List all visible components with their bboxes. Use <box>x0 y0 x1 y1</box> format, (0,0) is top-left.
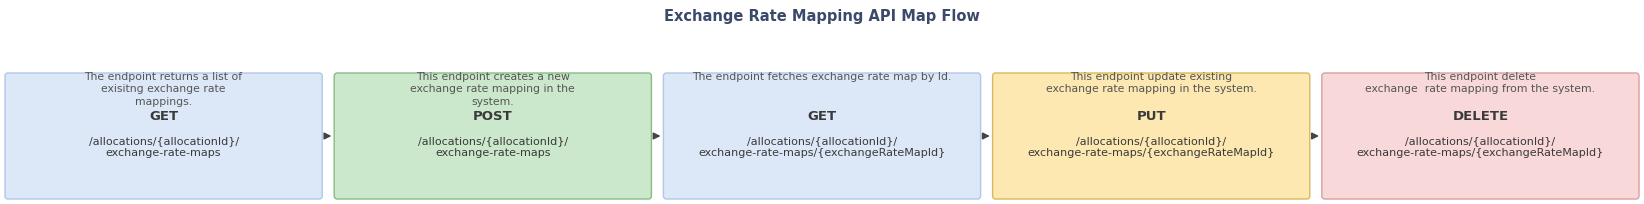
Text: /allocations/{allocationId}/
exchange-rate-maps/{exchangeRateMapId}: /allocations/{allocationId}/ exchange-ra… <box>1028 135 1274 158</box>
FancyBboxPatch shape <box>5 74 322 199</box>
Text: POST: POST <box>473 110 513 123</box>
FancyBboxPatch shape <box>1322 74 1639 199</box>
Text: PUT: PUT <box>1136 110 1166 123</box>
Text: /allocations/{allocationId}/
exchange-rate-maps: /allocations/{allocationId}/ exchange-ra… <box>418 135 567 158</box>
FancyBboxPatch shape <box>993 74 1310 199</box>
Text: GET: GET <box>150 110 178 123</box>
Text: This endpoint update existing
exchange rate mapping in the system.: This endpoint update existing exchange r… <box>1046 72 1256 94</box>
Text: /allocations/{allocationId}/
exchange-rate-maps: /allocations/{allocationId}/ exchange-ra… <box>89 135 238 158</box>
Text: GET: GET <box>807 110 837 123</box>
Text: The endpoint fetches exchange rate map by Id.: The endpoint fetches exchange rate map b… <box>692 72 952 82</box>
Text: DELETE: DELETE <box>1452 110 1509 123</box>
Text: This endpoint creates a new
exchange rate mapping in the
system.: This endpoint creates a new exchange rat… <box>411 72 575 106</box>
FancyBboxPatch shape <box>334 74 651 199</box>
Text: The endpoint returns a list of
exisitng exchange rate
mappings.: The endpoint returns a list of exisitng … <box>84 72 243 106</box>
Text: /allocations/{allocationId}/
exchange-rate-maps/{exchangeRateMapId}: /allocations/{allocationId}/ exchange-ra… <box>1356 135 1605 158</box>
Text: Exchange Rate Mapping API Map Flow: Exchange Rate Mapping API Map Flow <box>664 9 980 24</box>
Text: This endpoint delete
exchange  rate mapping from the system.: This endpoint delete exchange rate mappi… <box>1366 72 1595 94</box>
Text: /allocations/{allocationId}/
exchange-rate-maps/{exchangeRateMapId}: /allocations/{allocationId}/ exchange-ra… <box>699 135 945 158</box>
FancyBboxPatch shape <box>664 74 980 199</box>
